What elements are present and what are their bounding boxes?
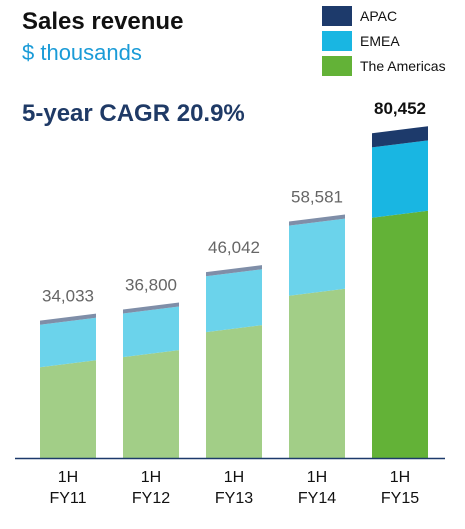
chart-title: Sales revenue [22,8,184,35]
legend-label-apac: APAC [360,8,398,24]
x-tick-label: 1H [224,469,244,486]
legend-swatch-apac [322,6,352,26]
cagr-annotation: 5-year CAGR 20.9% [22,100,245,127]
bar-total-label: 34,033 [42,287,94,306]
bar-segment-emea [289,218,345,296]
bar-segment-emea [206,269,262,333]
bar-segment-apac [123,302,179,314]
bar-total-label: 80,452 [374,99,426,118]
legend-label-emea: EMEA [360,33,400,49]
x-tick-label: 1H [390,469,410,486]
bar-total-label: 36,800 [125,276,177,295]
bar-segment-apac [206,265,262,277]
x-tick-label: FY12 [132,490,170,507]
x-tick-label: FY13 [215,490,253,507]
legend-swatch-emea [322,31,352,51]
x-tick-label: FY14 [298,490,336,507]
x-tick-label: 1H [307,469,327,486]
bar-segment-americas [289,288,345,458]
x-tick-label: FY11 [49,490,86,507]
x-tick-label: 1H [141,469,161,486]
x-tick-label: FY15 [381,490,419,507]
chart-subtitle: $ thousands [22,40,142,65]
bar-segment-emea [123,306,179,358]
bar-segment-emea [372,140,428,218]
bar-total-label: 58,581 [291,188,343,207]
bar-segment-americas [206,325,262,458]
bar-segment-apac [372,126,428,148]
bar-segment-americas [123,350,179,458]
x-tick-label: 1H [58,469,78,486]
bar-segment-apac [40,313,96,325]
bar-segment-americas [372,210,428,458]
legend-label-americas: The Americas [360,58,446,74]
legend-swatch-americas [322,56,352,76]
bar-total-label: 46,042 [208,238,260,257]
bar-segment-emea [40,317,96,368]
bar-segment-americas [40,360,96,458]
bar-segment-apac [289,214,345,226]
